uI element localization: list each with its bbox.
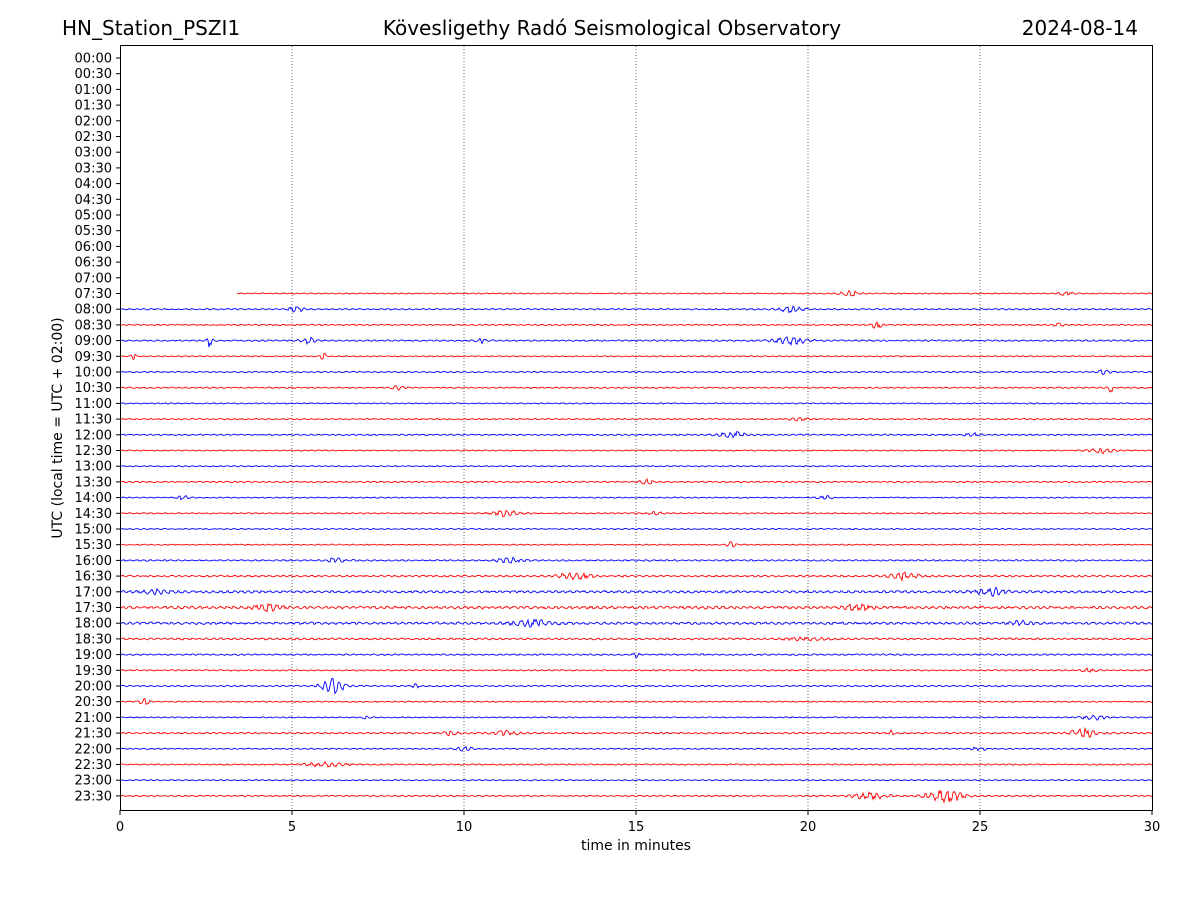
y-tick-label: 13:00 (75, 460, 112, 475)
vertical-gridlines (291, 46, 981, 810)
trace-2100 (119, 714, 1153, 721)
y-tick-label: 03:30 (75, 161, 112, 176)
trace-1800 (119, 618, 1153, 628)
trace-2000 (119, 677, 1153, 695)
x-tick-label: 25 (972, 820, 989, 835)
x-axis-ticks: 0 5 10 15 20 25 30 (116, 810, 1160, 835)
trace-0730 (236, 289, 1153, 297)
y-axis-label: UTC (local time = UTC + 02:00) (50, 317, 66, 538)
trace-1630 (119, 571, 1153, 583)
y-tick-label: 03:00 (75, 146, 112, 161)
y-tick-label: 17:00 (75, 585, 112, 600)
trace-1730 (119, 602, 1153, 613)
y-tick-label: 18:00 (75, 617, 112, 632)
x-tick-label: 20 (800, 820, 817, 835)
y-tick-label: 08:00 (75, 303, 112, 318)
y-tick-label: 11:00 (75, 397, 112, 412)
trace-1130 (119, 417, 1153, 422)
y-tick-label: 16:30 (75, 570, 112, 585)
y-tick-label: 10:00 (75, 366, 112, 381)
trace-0800 (119, 305, 1153, 314)
y-tick-label: 22:30 (75, 758, 112, 773)
y-tick-label: 13:30 (75, 475, 112, 490)
y-tick-label: 02:00 (75, 114, 112, 129)
y-tick-label: 18:30 (75, 632, 112, 647)
trace-1900 (119, 652, 1153, 659)
y-tick-label: 05:00 (75, 209, 112, 224)
y-tick-label: 00:30 (75, 67, 112, 82)
y-tick-label: 12:00 (75, 428, 112, 443)
trace-1430 (119, 509, 1153, 518)
y-tick-label: 01:00 (75, 83, 112, 98)
y-tick-label: 10:30 (75, 381, 112, 396)
seismogram-traces (119, 289, 1153, 804)
y-tick-label: 23:30 (75, 789, 112, 804)
trace-1600 (119, 556, 1153, 564)
trace-1400 (119, 494, 1153, 501)
x-tick-label: 15 (628, 820, 645, 835)
y-tick-label: 12:30 (75, 444, 112, 459)
y-tick-label: 06:30 (75, 256, 112, 271)
y-tick-label: 01:30 (75, 99, 112, 114)
y-tick-label: 02:30 (75, 130, 112, 145)
trace-2200 (119, 746, 1153, 752)
trace-1830 (119, 636, 1153, 642)
trace-1930 (119, 667, 1153, 673)
y-tick-label: 05:30 (75, 224, 112, 239)
y-tick-label: 19:30 (75, 664, 112, 679)
y-tick-label: 21:30 (75, 727, 112, 742)
x-axis-label: time in minutes (581, 838, 691, 854)
y-tick-label: 04:00 (75, 177, 112, 192)
y-tick-label: 07:30 (75, 287, 112, 302)
y-tick-label: 07:00 (75, 271, 112, 286)
y-tick-label: 06:00 (75, 240, 112, 255)
trace-1230 (119, 448, 1153, 455)
y-tick-label: 00:00 (75, 52, 112, 67)
trace-2300 (119, 779, 1153, 782)
y-tick-label: 23:00 (75, 774, 112, 789)
x-tick-label: 30 (1144, 820, 1161, 835)
y-tick-label: 21:00 (75, 711, 112, 726)
y-tick-label: 14:30 (75, 507, 112, 522)
trace-1330 (119, 478, 1153, 485)
y-tick-label: 17:30 (75, 601, 112, 616)
trace-1000 (119, 369, 1153, 376)
trace-1100 (119, 402, 1153, 405)
observatory-title: Kövesligethy Radó Seismological Observat… (383, 16, 841, 40)
trace-0930 (119, 352, 1153, 360)
y-tick-label: 09:30 (75, 350, 112, 365)
date-title: 2024-08-14 (1022, 16, 1138, 40)
y-tick-label: 04:30 (75, 193, 112, 208)
y-tick-label: 15:00 (75, 523, 112, 538)
trace-0900 (119, 336, 1153, 348)
trace-1300 (119, 465, 1153, 468)
y-tick-label: 20:30 (75, 695, 112, 710)
trace-0830 (120, 321, 1153, 329)
x-tick-label: 10 (456, 820, 473, 835)
y-tick-label: 20:00 (75, 680, 112, 695)
trace-1200 (119, 430, 1153, 439)
trace-1500 (119, 527, 1153, 531)
trace-1700 (119, 586, 1153, 598)
y-tick-label: 14:00 (75, 491, 112, 506)
trace-2330 (119, 790, 1153, 804)
plot-frame (120, 45, 1153, 811)
y-tick-label: 11:30 (75, 413, 112, 428)
y-tick-label: 22:00 (75, 742, 112, 757)
trace-2230 (119, 760, 1153, 768)
y-tick-label: 16:00 (75, 554, 112, 569)
station-title: HN_Station_PSZI1 (62, 16, 240, 40)
y-axis-ticks: 00:0000:3001:0001:3002:0002:3003:0003:30… (75, 52, 120, 804)
y-tick-label: 15:30 (75, 538, 112, 553)
y-tick-label: 08:30 (75, 318, 112, 333)
trace-2030 (119, 698, 1153, 705)
trace-1030 (119, 384, 1153, 393)
y-tick-label: 19:00 (75, 648, 112, 663)
trace-1530 (119, 541, 1153, 548)
y-tick-label: 09:00 (75, 334, 112, 349)
x-tick-label: 5 (288, 820, 296, 835)
trace-2130 (119, 726, 1153, 739)
x-tick-label: 0 (116, 820, 124, 835)
